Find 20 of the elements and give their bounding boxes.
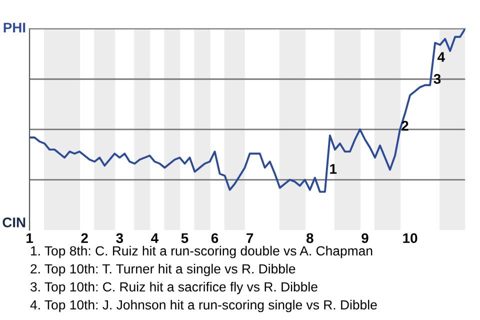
text: PHI bbox=[4, 22, 26, 32]
annotation: 4 bbox=[438, 52, 445, 62]
annotation: 2 bbox=[402, 120, 408, 131]
x-tick-label: 8 bbox=[306, 233, 314, 244]
annotation: 1 bbox=[330, 164, 337, 174]
text: 1. Top 8th: C. Ruiz hit a run-scoring double vs A. Chapman bbox=[31, 246, 372, 258]
x-tick-label: 5 bbox=[181, 233, 188, 244]
x-tick-label: 10 bbox=[403, 233, 418, 244]
x-tick-label: 4 bbox=[151, 233, 158, 243]
annotation: 3 bbox=[434, 74, 441, 84]
x-tick-label: 1 bbox=[26, 233, 33, 243]
text: 2. Top 10th: T. Turner hit a single vs R. Dibble bbox=[30, 264, 296, 276]
x-tick-label: 9 bbox=[362, 233, 368, 244]
x-tick-label: 2 bbox=[81, 233, 88, 243]
text: 3. Top 10th: C. Ruiz hit a sacrifice fly vs R. Dibble bbox=[30, 282, 318, 294]
text: 4. Top 10th: J. Johnson hit a run-scoring single vs R. Dibble bbox=[30, 300, 377, 312]
text: CIN bbox=[2, 218, 26, 228]
x-tick-label: 3 bbox=[116, 233, 124, 244]
x-tick-label: 7 bbox=[246, 233, 254, 243]
x-tick-label: 6 bbox=[211, 233, 218, 244]
